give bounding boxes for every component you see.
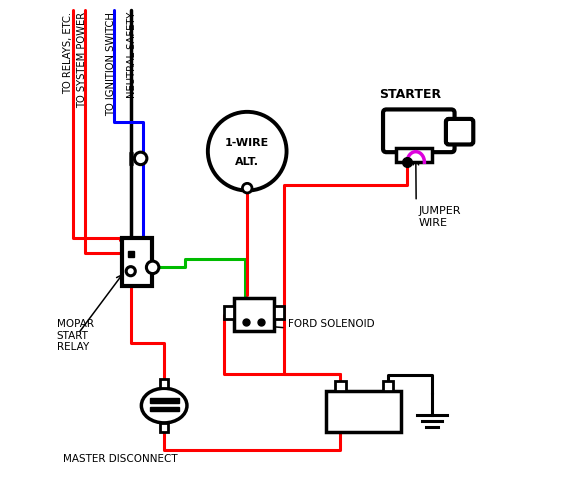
Bar xyxy=(160,423,168,432)
Text: FORD SOLENOID: FORD SOLENOID xyxy=(288,319,374,329)
Circle shape xyxy=(126,267,135,276)
Bar xyxy=(150,407,179,411)
Circle shape xyxy=(208,112,287,191)
Text: TO IGNITION SWITCH: TO IGNITION SWITCH xyxy=(107,12,116,116)
FancyBboxPatch shape xyxy=(446,119,473,144)
Text: +: + xyxy=(335,379,346,393)
Text: ALT.: ALT. xyxy=(235,157,259,167)
Bar xyxy=(234,298,274,331)
Text: –: – xyxy=(384,378,392,394)
Circle shape xyxy=(146,261,159,274)
Bar xyxy=(327,391,401,432)
Bar xyxy=(396,148,432,162)
FancyBboxPatch shape xyxy=(383,109,454,152)
Bar xyxy=(150,398,179,403)
Bar xyxy=(382,381,393,391)
Text: 1-WIRE: 1-WIRE xyxy=(225,138,270,147)
Text: JUMPER
WIRE: JUMPER WIRE xyxy=(419,206,461,228)
Circle shape xyxy=(134,152,147,165)
Bar xyxy=(335,381,346,391)
Text: STARTER: STARTER xyxy=(380,88,441,101)
Text: NEUTRAL SAFETY: NEUTRAL SAFETY xyxy=(127,12,137,98)
Circle shape xyxy=(242,183,252,193)
Text: MOPAR
START
RELAY: MOPAR START RELAY xyxy=(56,319,94,352)
Bar xyxy=(122,238,152,286)
Bar xyxy=(223,306,234,320)
Text: BATTERY: BATTERY xyxy=(332,405,395,418)
Ellipse shape xyxy=(141,388,187,423)
Bar xyxy=(160,379,168,388)
Bar xyxy=(274,306,284,320)
Text: TO SYSTEM POWER: TO SYSTEM POWER xyxy=(77,12,86,108)
Text: MASTER DISCONNECT: MASTER DISCONNECT xyxy=(63,454,177,464)
Text: TO RELAYS, ETC.: TO RELAYS, ETC. xyxy=(63,12,73,94)
Text: S: S xyxy=(237,301,247,314)
